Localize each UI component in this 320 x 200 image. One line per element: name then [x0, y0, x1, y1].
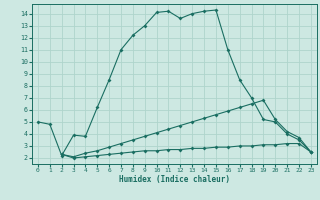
- X-axis label: Humidex (Indice chaleur): Humidex (Indice chaleur): [119, 175, 230, 184]
